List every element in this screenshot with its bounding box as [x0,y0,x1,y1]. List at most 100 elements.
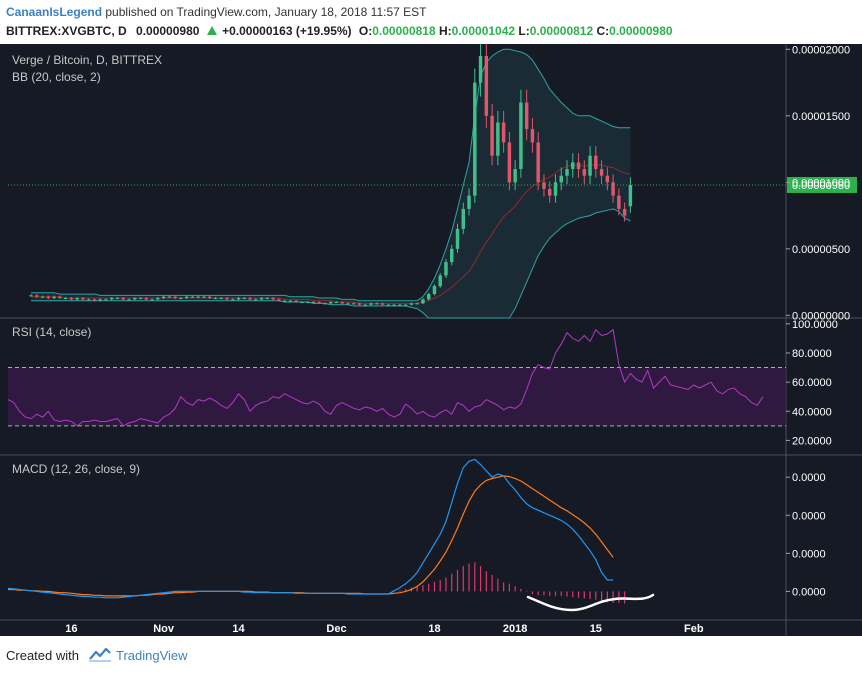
candle-body [35,295,39,297]
bb-upper-line [31,48,631,302]
candle-body [133,298,137,300]
change-value: +0.00000163 (+19.95%) [222,24,352,38]
candle-body [519,102,523,170]
candle-body [524,102,529,130]
candle-body [599,169,604,176]
candle-body [501,122,506,143]
candle-body [81,298,85,300]
candle-body [161,296,166,299]
candle-body [490,115,494,156]
candle-body [46,296,51,299]
candle-body [559,175,563,183]
candle-body [110,298,114,300]
candle-body [282,300,287,302]
candle-body [300,302,304,304]
candle-body [75,298,79,300]
macd-axis-label: 0.0000 [792,548,826,560]
candle-body [450,248,454,263]
rsi-band-fill [8,367,786,426]
candle-body [98,299,102,301]
candle-body [346,303,350,305]
candle-body [622,208,627,216]
tradingview-brand-link[interactable]: TradingView [116,648,188,663]
date-axis-label: Feb [684,623,704,635]
macd-line [7,458,614,599]
candle-body [467,195,471,209]
price-axis-label: 0.00001500 [792,111,850,123]
candle-body [231,299,235,301]
macd-axis-label: 0.0000 [792,472,826,484]
last-price-tag-label: 0.00000980 [792,180,850,192]
candle-body [553,182,558,196]
close-value: 0.00000980 [609,24,673,38]
candle-body [311,302,316,304]
rsi-axis-label: 20.0000 [792,435,832,447]
candle-body [473,82,477,196]
candle-body [52,296,56,299]
candle-body [317,302,321,304]
created-with-label: Created with [6,648,79,663]
date-axis-label: Dec [326,623,346,635]
candle-body [236,298,241,300]
candle-body [444,262,448,276]
candle-body [421,299,425,304]
chart-background [0,44,862,636]
candle-body [63,298,68,300]
bb-lower-line [31,208,631,319]
candle-body [576,162,581,170]
candle-body [86,299,91,301]
symbol-label: BITTREX:XVGBTC, D [6,24,127,38]
macd-pane-title: MACD (12, 26, close, 9) [12,462,140,476]
candle-body [202,296,206,298]
candle-body [92,299,97,301]
candle-body [138,298,143,300]
candle-body [265,298,270,300]
candle-body [271,298,275,300]
candle-body [242,298,247,300]
candle-body [40,296,45,298]
candle-body [305,302,310,304]
price-axis-label: 0.00001000 [792,177,850,189]
candle-body [478,55,483,83]
candle-body [207,296,212,299]
rsi-axis-label: 100.0000 [792,319,838,331]
candle-body [392,304,396,306]
date-axis-label: 15 [590,623,602,635]
candle-body [294,300,298,303]
candle-body [115,298,120,300]
candle-body [334,302,339,304]
candle-body [196,296,200,298]
candle-body [190,296,195,298]
candle-body [496,122,500,156]
candle-body [277,299,281,301]
macd-axis-label: 0.0000 [792,586,826,598]
publish-line: CanaanIsLegend published on TradingView.… [6,5,426,19]
candle-body [415,303,419,305]
candle-body [461,208,466,229]
date-axis-label: 2018 [503,623,527,635]
author-link[interactable]: CanaanIsLegend [6,5,103,19]
rsi-axis-label: 60.0000 [792,377,832,389]
candle-body [409,303,414,305]
open-label: O: [358,24,373,38]
date-axis-label: Nov [153,623,175,635]
bb-basis-line [31,164,631,304]
footer: Created with TradingView [0,636,862,673]
rsi-axis-label: 80.0000 [792,348,832,360]
price-axis-label: 0.00000000 [792,310,850,322]
candle-body [530,129,535,143]
candle-body [173,296,177,299]
candle-body [628,184,633,207]
bb-indicator-label: BB (20, close, 2) [12,70,101,84]
candle-body [507,142,512,183]
low-value: 0.00000812 [529,24,594,38]
candle-body [380,303,385,305]
candle-body [184,296,189,299]
candle-body [104,299,108,301]
candle-body [225,298,229,300]
chart-canvas[interactable]: 0.00000980 0.00002000 0.00001500 0.00001000… [0,44,862,636]
candle-body [582,169,587,176]
date-axis-label: 14 [232,623,245,635]
tradingview-logo-icon[interactable] [88,645,112,663]
candle-body [565,169,569,176]
